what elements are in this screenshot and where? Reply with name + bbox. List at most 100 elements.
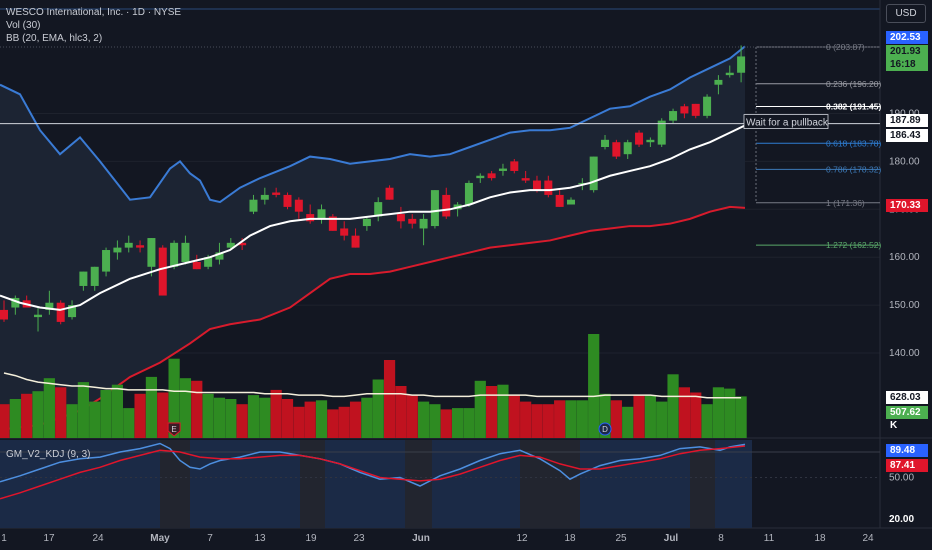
volume-legend[interactable]: Vol (30) [6,20,40,31]
candle-body [714,80,722,85]
candle-body [397,214,405,221]
candle-body [692,104,700,116]
volume-bar [418,402,429,438]
time-axis-label: 1 [1,533,7,544]
volume-bar [203,394,214,438]
time-axis-label: 17 [43,533,55,544]
symbol-legend[interactable]: WESCO International, Inc. · 1D · NYSE [6,7,181,18]
time-axis-label: 13 [254,533,266,544]
volume-bar [237,404,248,438]
candle-body [261,195,269,200]
candle-body [488,173,496,178]
price-axis-label: 150.00 [889,300,920,311]
volume-bar [622,407,633,438]
volume-bar [531,404,542,438]
time-axis-label: May [150,533,170,544]
kdj-axis-label: 50.00 [889,473,914,484]
volume-bar [713,387,724,438]
candle-body [510,161,518,171]
volume-bar [509,395,520,438]
volume-bar [44,378,55,438]
volume-bar [520,402,531,438]
candle-body [284,195,292,207]
volume-bar [736,396,747,438]
volume-bar [690,393,701,439]
candle [612,140,620,159]
candle-body [442,195,450,217]
fib-level-label: 1 (171.36) [826,198,865,208]
fib-level-label: 0.382 (191.45) [826,102,881,112]
candle-body [147,238,155,267]
candle-body [272,193,280,195]
volume-bar [633,395,644,438]
bollinger-legend[interactable]: BB (20, EMA, hlc3, 2) [6,33,102,44]
volume-bar [191,381,202,438]
time-axis-label: 11 [764,533,775,544]
kdj-legend[interactable]: GM_V2_KDJ (9, 3) [6,449,90,460]
time-axis-label: 18 [814,533,826,544]
volume-bar [0,404,10,438]
currency-button[interactable]: USD [886,4,926,23]
volume-bar [259,398,270,438]
candle-body [408,219,416,224]
candle-body [431,190,439,226]
volume-bar [248,395,259,438]
volume-bar [157,393,168,439]
dividend-marker: D [599,423,611,435]
kdj-zone [300,440,325,528]
kdj-zone [520,440,580,528]
price-axis-label: 180.00 [889,156,920,167]
time-axis-label: 24 [92,533,104,544]
volume-bar [679,387,690,438]
volume-bar [225,399,236,438]
candle-body [363,219,371,226]
time-axis-label: Jul [664,533,679,544]
time-axis-label: 19 [305,533,317,544]
volume-bar [645,395,656,438]
volume-bar [407,395,418,438]
candle-body [499,169,507,171]
candle-body [102,250,110,272]
candle-body [0,310,8,320]
volume-bar [701,404,712,438]
volume-bar [146,377,157,438]
volume-bar [475,381,486,438]
time-axis-label: 7 [207,533,213,544]
volume-tag: 507.62 K [886,406,928,419]
time-axis-label: 25 [615,533,627,544]
candle-body [159,248,167,296]
volume-bar [282,399,293,438]
volume-bar [384,360,395,438]
volume-bar [497,385,508,438]
volume-bar [305,402,316,438]
volume-bar [100,390,111,438]
volume-bar [214,398,225,438]
price-tag-bb-basis: 186.43 [886,129,928,142]
candle-body [646,140,654,142]
event-marker-label: D [602,425,608,434]
volume-bar [134,394,145,438]
time-axis-label: 24 [862,533,874,544]
kdj-d-tag: 87.41 [886,459,928,472]
volume-bar [66,404,77,438]
fib-level-label: 1.272 (162.52) [826,240,881,250]
candle-body [590,157,598,191]
candle-body [57,303,65,322]
volume-bar [577,400,588,438]
event-marker-label: E [171,425,176,434]
volume-bar [10,399,21,438]
candle [284,193,292,210]
candle-body [658,121,666,145]
candle-body [79,272,87,286]
volume-bar [112,385,123,438]
candle-body [91,267,99,286]
price-tag-bb-lower: 170.33 [886,199,928,212]
price-tag-last: 202.53 [886,31,928,44]
volume-bar [293,407,304,438]
kdj-axis-label: 20.00 [889,514,914,525]
candle-body [533,181,541,191]
candle-body [318,209,326,219]
volume-bar [463,408,474,438]
time-axis-label: 12 [516,533,528,544]
